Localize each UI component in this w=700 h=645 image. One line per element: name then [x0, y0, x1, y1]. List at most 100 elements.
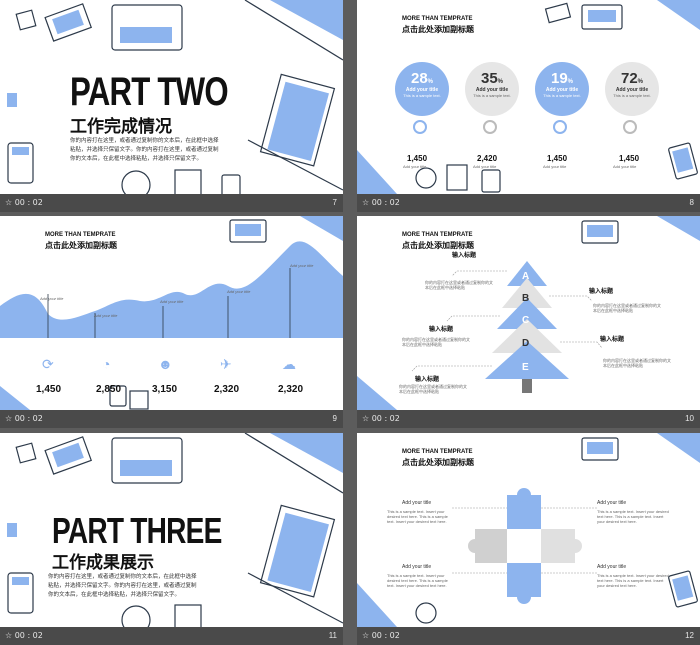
slide-subhead: 点击此处添加副标题: [402, 241, 474, 250]
desk-illustration: [357, 0, 700, 194]
slide-head: MORE THAN TEMPRATE: [45, 232, 116, 238]
slide-footer: ☆ 00 : 02 8: [357, 194, 700, 212]
part-subtitle: 工作完成情况: [70, 117, 172, 136]
slide-timing: ☆ 00 : 02: [5, 631, 43, 640]
circle-value-2: 2,420: [477, 154, 498, 163]
slide-footer: ☆ 00 : 02 9: [0, 410, 343, 428]
puzzle-text-1: This is a sample text. Insert your desir…: [387, 509, 448, 524]
circle-drop-1: [413, 120, 427, 134]
slide-head: MORE THAN TEMPRATE: [402, 449, 473, 455]
wave-label-5: Add your title: [290, 263, 314, 268]
puzzle-title-3: Add your title: [402, 564, 432, 570]
slide-footer: ☆ 00 : 02 11: [0, 627, 343, 645]
slide-head: MORE THAN TEMPRATE: [402, 16, 473, 22]
slide-canvas: MORE THAN TEMPRATE 点击此处添加副标题 Add your ti…: [357, 433, 700, 627]
tree-text-4: 你的内容打在这里或者通过复制你的文本后在此框中选择粘贴: [603, 358, 671, 368]
tree-letter-c: C: [522, 315, 530, 326]
part-paragraph: 你的内容打在这里，或者通过复制你的文本后，在此框中选择 粘贴，并选择只保留文字。…: [70, 138, 219, 162]
tree-label-5: 输入标题: [415, 377, 440, 383]
wave-label-1: Add your title: [40, 296, 64, 301]
stat-value-5: 2,320: [278, 384, 304, 395]
puzzle-text-4: This is a sample text. Insert your desir…: [597, 573, 669, 588]
slide-subhead: 点击此处添加副标题: [402, 458, 474, 467]
puzzle-text-2: This is a sample text. Insert your desir…: [597, 509, 669, 524]
stat-value-1: 1,450: [36, 384, 62, 395]
part-subtitle: 工作成果展示: [52, 553, 154, 572]
tree-letter-e: E: [522, 362, 529, 373]
slide-subhead: 点击此处添加副标题: [402, 25, 474, 34]
stat-value-2: 2,850: [96, 384, 122, 395]
part-paragraph: 你的内容打在这里，或者通过复制你的文本后，在此框中选择 粘贴，并选择只保留文字。…: [48, 574, 197, 598]
slide-thumbnail-7[interactable]: PART TWO 工作完成情况 你的内容打在这里，或者通过复制你的文本后，在此框…: [0, 0, 343, 212]
slide-timing: ☆ 00 : 02: [5, 198, 43, 207]
slide-thumbnail-12[interactable]: MORE THAN TEMPRATE 点击此处添加副标题 Add your ti…: [357, 433, 700, 645]
slide-thumbnail-10[interactable]: MORE THAN TEMPRATE 点击此处添加副标题 A B C D E 输…: [357, 216, 700, 428]
stat-value-4: 2,320: [214, 384, 240, 395]
stat-icon-4: ✈: [220, 356, 232, 372]
part-title: PART TWO: [70, 70, 229, 114]
slide-canvas: MORE THAN TEMPRATE 点击此处添加副标题 Add your ti…: [0, 216, 343, 410]
tree-text-1: 你的内容打在这里或者通过复制你的文本后在此框中选择粘贴: [425, 280, 493, 290]
slide-thumbnail-11[interactable]: PART THREE 工作成果展示 你的内容打在这里，或者通过复制你的文本后，在…: [0, 433, 343, 645]
slide-timing: ☆ 00 : 02: [362, 414, 400, 423]
slide-head: MORE THAN TEMPRATE: [402, 232, 473, 238]
slide-number: 12: [685, 631, 694, 640]
wave-label-4: Add your title: [227, 289, 251, 294]
tree-letter-a: A: [522, 271, 530, 282]
tree-label-2: 输入标题: [589, 289, 614, 295]
stat-icon-1: ⟳: [42, 356, 54, 372]
tree-letter-d: D: [522, 338, 530, 349]
circle-drop-2: [483, 120, 497, 134]
tree-text-2: 你的内容打在这里或者通过复制你的文本后在此框中选择粘贴: [593, 303, 661, 313]
slide-thumbnail-8[interactable]: MORE THAN TEMPRATE 点击此处添加副标题 28% Add you…: [357, 0, 700, 212]
circle-drop-3: [553, 120, 567, 134]
stat-circle-2: 35% Add your title This is a sample text…: [465, 62, 519, 116]
tree-label-1: 输入标题: [452, 253, 477, 259]
puzzle-title-1: Add your title: [402, 500, 432, 506]
tree-letter-b: B: [522, 293, 530, 304]
slide-subhead: 点击此处添加副标题: [45, 241, 117, 250]
part-title: PART THREE: [52, 510, 222, 551]
tree-label-3: 输入标题: [429, 327, 454, 333]
circle-value-1: 1,450: [407, 154, 428, 163]
stat-icon-2: ◔: [102, 356, 111, 372]
puzzle-title-2: Add your title: [597, 500, 627, 506]
tree-label-4: 输入标题: [600, 337, 625, 343]
stat-value-3: 3,150: [152, 384, 178, 395]
tree-text-3: 你的内容打在这里或者通过复制你的文本后在此框中选择粘贴: [402, 337, 470, 347]
circle-value-3: 1,450: [547, 154, 568, 163]
slide-footer: ☆ 00 : 02 7: [0, 194, 343, 212]
slide-number: 7: [332, 198, 337, 207]
slide-number: 9: [332, 414, 337, 423]
slide-canvas: PART THREE 工作成果展示 你的内容打在这里，或者通过复制你的文本后，在…: [0, 433, 343, 627]
circle-drop-4: [623, 120, 637, 134]
tree-diagram: [357, 216, 700, 410]
desk-illustration: [7, 433, 343, 627]
slide-timing: ☆ 00 : 02: [5, 414, 43, 423]
slide-timing: ☆ 00 : 02: [362, 198, 400, 207]
slide-number: 8: [689, 198, 694, 207]
wave-label-3: Add your title: [160, 299, 184, 304]
slide-footer: ☆ 00 : 02 12: [357, 627, 700, 645]
circle-value-4: 1,450: [619, 154, 640, 163]
slide-thumbnail-9[interactable]: MORE THAN TEMPRATE 点击此处添加副标题 Add your ti…: [0, 216, 343, 428]
desk-illustration: [7, 0, 343, 194]
puzzle-diagram: [357, 433, 700, 627]
slide-canvas: MORE THAN TEMPRATE 点击此处添加副标题 A B C D E 输…: [357, 216, 700, 410]
slide-number: 11: [328, 631, 337, 640]
slide-footer: ☆ 00 : 02 10: [357, 410, 700, 428]
puzzle-text-3: This is a sample text. Insert your desir…: [387, 573, 448, 588]
slide-canvas: PART TWO 工作完成情况 你的内容打在这里，或者通过复制你的文本后，在此框…: [0, 0, 343, 194]
stat-circle-3: 19% Add your title This is a sample text…: [535, 62, 589, 116]
slide-number: 10: [685, 414, 694, 423]
slide-timing: ☆ 00 : 02: [362, 631, 400, 640]
stat-circle-4: 72% Add your title This is a sample text…: [605, 62, 659, 116]
puzzle-title-4: Add your title: [597, 564, 627, 570]
wave-label-2: Add your title: [94, 313, 118, 318]
stat-icon-3: ☻: [158, 356, 173, 372]
stat-circle-1: 28% Add your title This is a sample text…: [395, 62, 449, 116]
slide-canvas: MORE THAN TEMPRATE 点击此处添加副标题 28% Add you…: [357, 0, 700, 194]
tree-text-5: 你的内容打在这里或者通过复制你的文本后在此框中选择粘贴: [399, 384, 467, 394]
stat-icon-5: ☁: [282, 356, 296, 372]
wave-chart: [0, 216, 343, 410]
